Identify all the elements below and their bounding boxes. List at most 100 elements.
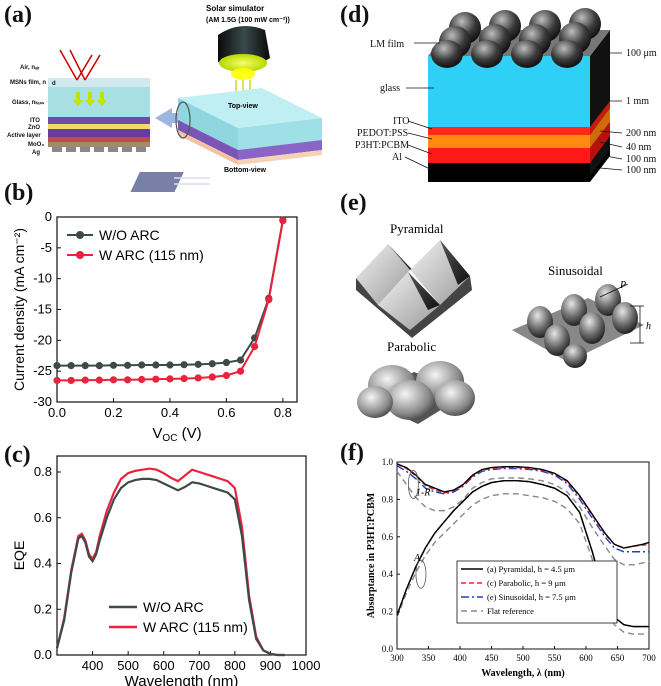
x-axis-label: Wavelength (nm) xyxy=(125,673,239,686)
data-point xyxy=(138,375,146,384)
x-tick-label: 0.2 xyxy=(104,405,122,420)
label-lm-film: LM film xyxy=(370,39,404,50)
data-point xyxy=(166,361,174,369)
y-tick-label: -25 xyxy=(33,363,52,378)
x-tick-label: 900 xyxy=(260,658,282,673)
y-tick-label: -20 xyxy=(33,332,52,347)
data-point xyxy=(53,362,61,370)
data-point xyxy=(152,361,160,369)
series-upper-1 xyxy=(396,463,650,549)
thickness-lm: 100 μm xyxy=(626,48,657,59)
data-point xyxy=(194,374,202,382)
y-tick-label: -15 xyxy=(33,302,52,317)
data-point xyxy=(180,374,188,383)
y-tick-label: 0.6 xyxy=(382,532,394,542)
y-tick-label: 0.4 xyxy=(34,556,52,571)
legend-label: W/O ARC xyxy=(99,227,160,243)
legend-marker xyxy=(76,251,84,259)
data-point xyxy=(265,296,273,304)
simulator-subtitle: (AM 1.5G (100 mW cm⁻²)) xyxy=(206,17,290,24)
y-tick-label: 0.0 xyxy=(34,647,52,662)
x-tick-label: 700 xyxy=(642,653,656,663)
y-tick-label: 0.6 xyxy=(34,510,52,525)
legend-label: W ARC (115 nm) xyxy=(99,247,204,263)
pyramidal-texture xyxy=(356,240,472,338)
annotation-ellipse xyxy=(415,559,427,589)
legend-box xyxy=(456,560,618,624)
legend-label: (e) Sinusoidal, h = 7.5 μm xyxy=(487,592,576,602)
data-point xyxy=(123,361,132,369)
x-tick-label: 400 xyxy=(82,658,104,673)
data-point xyxy=(251,342,259,351)
panel-a-label: (a) xyxy=(4,2,32,28)
y-axis-label: EQE xyxy=(11,541,27,571)
panel-c-label: (c) xyxy=(4,442,31,468)
x-tick-label: 0.8 xyxy=(274,405,292,420)
x-tick-label: 650 xyxy=(611,653,625,663)
label-pedot: PEDOT:PSS xyxy=(357,128,408,139)
layer-stack-cross-section xyxy=(48,49,150,152)
layer-label-msn: MSNs film, n xyxy=(10,80,46,86)
data-point xyxy=(123,376,132,384)
x-tick-label: 300 xyxy=(390,653,404,663)
thickness-ito: 200 nm xyxy=(626,128,657,139)
sinusoidal-label: Sinusoidal xyxy=(548,263,603,278)
label-glass: glass xyxy=(380,83,400,94)
thickness-al: 100 nm xyxy=(626,165,657,176)
data-point xyxy=(222,371,231,380)
data-point xyxy=(81,362,89,370)
legend-label: W/O ARC xyxy=(143,599,204,615)
dimension-markers xyxy=(599,283,644,344)
panel-f-label: (f) xyxy=(340,440,364,466)
panel-b-label: (b) xyxy=(4,180,34,206)
x-axis-label: VOC (V) xyxy=(152,425,201,444)
data-point xyxy=(109,361,118,369)
layer-label-air: Air, nₐᵢᵣ xyxy=(20,65,40,71)
x-tick-label: 700 xyxy=(188,658,210,673)
x-tick-label: 1000 xyxy=(292,658,321,673)
y-axis-label: Current density (mA cm⁻²) xyxy=(11,228,27,391)
layer-label-glass: Glass, nₗₗₐₛₛ xyxy=(12,100,45,106)
data-point xyxy=(222,358,231,367)
height-h-label: h xyxy=(646,321,651,332)
y-axis-label: Absorptance in P3HT:PCBM xyxy=(366,492,377,618)
legend-marker xyxy=(76,231,84,239)
y-tick-label: 0.2 xyxy=(382,607,393,617)
data-point xyxy=(279,217,287,225)
layer-label-ag: Ag xyxy=(32,150,40,156)
thickness-p3ht: 100 nm xyxy=(626,154,657,165)
y-tick-label: 0 xyxy=(45,209,52,224)
y-tick-label: 0.4 xyxy=(382,569,394,579)
y-tick-label: -5 xyxy=(40,240,52,255)
thickness-pedot: 40 nm xyxy=(626,142,652,153)
layer-label-ito: ITO xyxy=(30,118,40,124)
x-tick-label: 0.6 xyxy=(217,405,235,420)
annotation-ellipse xyxy=(407,470,419,499)
bottom-view-label: Bottom-view xyxy=(224,167,267,174)
x-tick-label: 550 xyxy=(548,653,562,663)
layer-label-moo3: MoO₃ xyxy=(28,142,44,148)
layer-label-active: Active layer xyxy=(7,133,41,139)
x-tick-label: 600 xyxy=(579,653,593,663)
series-upper-2 xyxy=(396,465,649,553)
period-p-label: P xyxy=(619,280,626,291)
data-point xyxy=(95,376,103,384)
data-point xyxy=(208,360,216,368)
data-point xyxy=(236,356,245,364)
data-point xyxy=(152,375,160,383)
series-line-0 xyxy=(55,477,285,657)
pyramidal-label: Pyramidal xyxy=(390,221,444,236)
top-view-label: Top-view xyxy=(228,103,258,110)
x-tick-label: 500 xyxy=(516,653,530,663)
x-tick-label: 0.0 xyxy=(48,405,66,420)
x-tick-label: 500 xyxy=(117,658,139,673)
thickness-glass: 1 mm xyxy=(626,96,649,107)
x-tick-label: 450 xyxy=(485,653,499,663)
label-ito: ITO xyxy=(393,116,409,127)
x-tick-label: 800 xyxy=(224,658,246,673)
series-upper-0 xyxy=(396,463,650,549)
legend-label: (a) Pyramidal, h = 4.5 μm xyxy=(487,564,575,574)
data-point xyxy=(180,361,188,369)
